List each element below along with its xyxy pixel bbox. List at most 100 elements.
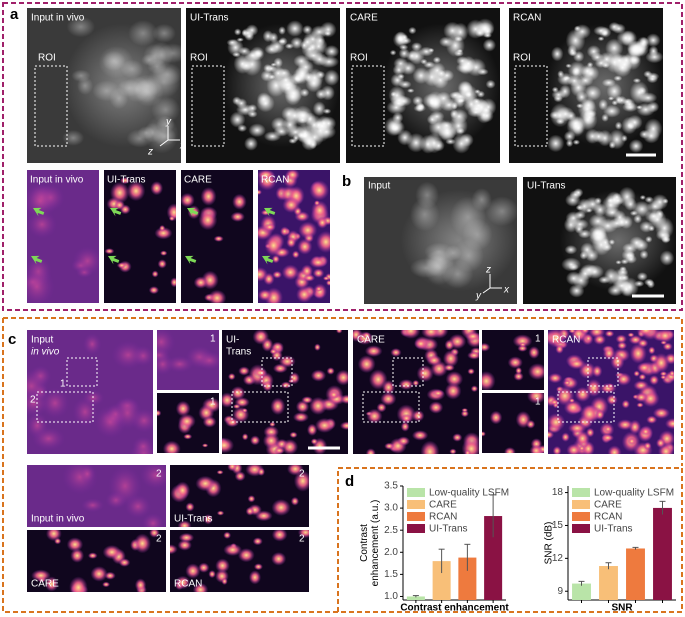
blob xyxy=(162,440,181,453)
blob xyxy=(529,444,543,453)
blob xyxy=(285,106,304,125)
blob xyxy=(201,443,209,448)
blob xyxy=(432,56,441,64)
blob xyxy=(340,394,348,405)
blob xyxy=(621,399,630,409)
blob xyxy=(398,44,409,51)
blob xyxy=(87,552,98,559)
blob xyxy=(608,21,621,32)
y-tick-label: 18 xyxy=(552,487,564,498)
blob xyxy=(69,576,88,592)
blob xyxy=(583,196,602,212)
blob xyxy=(517,344,528,352)
y-axis-label: Contrast xyxy=(359,524,370,562)
roi-box xyxy=(392,357,424,387)
image-label: RCAN xyxy=(261,175,289,186)
blob xyxy=(578,445,585,452)
image-label: CARE xyxy=(31,579,59,590)
blob xyxy=(297,530,309,539)
blob xyxy=(288,137,298,144)
blob xyxy=(594,58,608,68)
blob xyxy=(636,330,656,337)
y-tick-label: 1.5 xyxy=(384,569,398,580)
inset-number: 1 xyxy=(535,334,541,345)
axis-letter: x xyxy=(503,285,510,296)
blob xyxy=(198,562,210,573)
blob xyxy=(301,40,319,58)
blob xyxy=(177,539,192,551)
blob xyxy=(411,42,423,52)
roi-box xyxy=(514,65,548,147)
blob xyxy=(364,345,383,357)
blob xyxy=(328,390,340,400)
bar xyxy=(599,566,618,600)
image-label: RCAN xyxy=(174,579,202,590)
blob xyxy=(149,41,174,69)
blob xyxy=(72,246,99,276)
blob xyxy=(252,537,263,546)
blob xyxy=(223,543,243,557)
blob xyxy=(626,114,643,130)
blob xyxy=(128,20,158,47)
x-axis-label: SNR xyxy=(611,603,633,614)
blob xyxy=(597,218,618,234)
blob xyxy=(619,215,633,229)
blob xyxy=(310,369,327,382)
blob xyxy=(253,368,268,378)
blob xyxy=(485,196,517,227)
inset-number: 2 xyxy=(299,469,305,480)
blob xyxy=(79,465,96,484)
inset-number: 2 xyxy=(299,534,305,545)
image xyxy=(346,8,500,163)
blob xyxy=(118,558,131,567)
blob xyxy=(70,548,85,563)
image-label: UI- xyxy=(226,335,239,346)
bar xyxy=(432,561,451,600)
legend-swatch xyxy=(572,524,590,533)
blob xyxy=(232,403,241,409)
blob xyxy=(319,55,339,68)
blob xyxy=(547,134,565,153)
blob xyxy=(382,379,396,395)
blob xyxy=(400,421,410,432)
blob xyxy=(216,470,224,475)
blob xyxy=(320,85,335,101)
blob xyxy=(109,87,129,110)
blob xyxy=(221,577,228,586)
blob xyxy=(170,544,178,555)
roi-box xyxy=(587,357,619,387)
roi-box xyxy=(231,391,289,423)
blob xyxy=(258,267,269,282)
y-tick-label: 2.5 xyxy=(384,525,398,536)
inset-number: 1 xyxy=(210,397,216,408)
blob xyxy=(280,381,292,389)
blob xyxy=(208,570,216,579)
image xyxy=(181,170,253,303)
blob xyxy=(114,200,125,211)
blob xyxy=(234,471,246,482)
blob xyxy=(102,581,111,588)
y-tick-label: 2.0 xyxy=(384,547,398,558)
blob xyxy=(232,193,247,210)
blob xyxy=(593,334,606,345)
blob xyxy=(264,44,279,55)
image-label: Input in vivo xyxy=(31,13,85,24)
blob xyxy=(602,346,616,361)
blob xyxy=(248,123,266,138)
blob xyxy=(634,392,649,403)
blob xyxy=(365,448,376,454)
arrow xyxy=(110,207,122,217)
blob xyxy=(270,397,286,416)
arrow xyxy=(187,207,199,217)
blob xyxy=(616,56,633,73)
blob xyxy=(580,64,595,78)
blob xyxy=(215,558,230,573)
blob xyxy=(44,576,59,592)
blob xyxy=(247,104,258,113)
image xyxy=(482,393,544,453)
blob xyxy=(636,362,652,374)
blob xyxy=(636,102,656,117)
blob xyxy=(457,80,473,96)
y-tick-label: 15 xyxy=(552,520,564,531)
axis-icon xyxy=(159,126,180,147)
